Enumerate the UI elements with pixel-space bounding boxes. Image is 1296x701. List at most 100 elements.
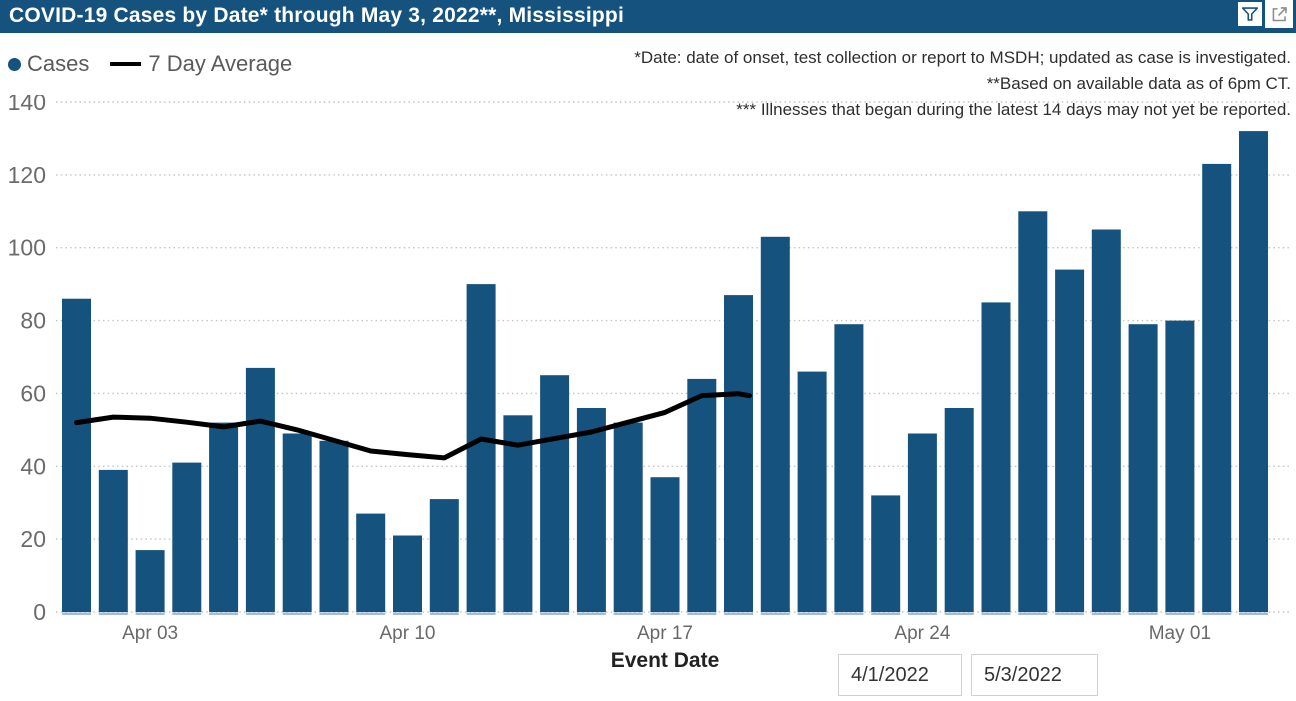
y-tick-label: 0 bbox=[33, 599, 46, 625]
seven-day-average-line[interactable] bbox=[74, 391, 752, 461]
y-tick-label: 100 bbox=[8, 235, 46, 261]
funnel-icon bbox=[1241, 7, 1259, 21]
cases-bar[interactable] bbox=[1128, 324, 1158, 612]
cases-bar[interactable] bbox=[356, 513, 386, 612]
x-axis-tick bbox=[209, 612, 239, 615]
x-axis-tick bbox=[319, 612, 349, 615]
cases-legend-marker-icon bbox=[8, 57, 21, 71]
x-axis-tick bbox=[797, 612, 827, 615]
x-axis-tick bbox=[944, 612, 974, 615]
x-axis-tick bbox=[981, 612, 1011, 615]
x-axis-tick bbox=[613, 612, 643, 615]
x-axis-tick bbox=[760, 612, 790, 615]
cases-bar[interactable] bbox=[760, 236, 790, 613]
cases-bar[interactable] bbox=[944, 408, 974, 612]
cases-bar[interactable] bbox=[834, 324, 864, 612]
x-axis-tick bbox=[429, 612, 459, 615]
end-date-input[interactable] bbox=[971, 654, 1098, 696]
footnote-14days: *** Illnesses that began during the late… bbox=[736, 100, 1291, 119]
x-tick-label: May 01 bbox=[1149, 623, 1211, 644]
x-axis-tick bbox=[907, 612, 937, 615]
cases-bar[interactable] bbox=[724, 295, 753, 612]
x-tick-label: Apr 03 bbox=[122, 623, 178, 644]
x-axis-tick bbox=[834, 612, 864, 615]
legend: Cases 7 Day Average bbox=[8, 49, 292, 79]
cases-bar[interactable] bbox=[981, 302, 1011, 612]
x-axis-tick bbox=[724, 612, 753, 615]
filter-button[interactable] bbox=[1238, 2, 1262, 26]
cases-bar[interactable] bbox=[1018, 211, 1048, 613]
avg-legend-marker-icon bbox=[110, 62, 142, 66]
y-tick-label: 40 bbox=[20, 453, 46, 479]
x-axis-tick bbox=[1018, 612, 1048, 615]
cases-bar[interactable] bbox=[1239, 131, 1268, 612]
cases-bar[interactable] bbox=[1055, 269, 1085, 612]
x-tick-label: Apr 10 bbox=[380, 623, 436, 644]
cases-bar[interactable] bbox=[429, 499, 459, 612]
x-axis-tick bbox=[687, 612, 717, 615]
page-title: COVID-19 Cases by Date* through May 3, 2… bbox=[9, 4, 624, 27]
cases-bar[interactable] bbox=[540, 375, 570, 612]
y-tick-label: 20 bbox=[20, 526, 46, 552]
cases-bar[interactable] bbox=[172, 462, 202, 612]
x-axis-tick bbox=[393, 612, 422, 615]
cases-bar[interactable] bbox=[907, 433, 937, 613]
cases-bar[interactable] bbox=[1202, 163, 1232, 612]
cases-bar[interactable] bbox=[209, 422, 239, 612]
x-axis-title: Event Date bbox=[611, 649, 720, 672]
cases-bar[interactable] bbox=[1091, 229, 1121, 613]
x-axis-tick bbox=[503, 612, 533, 615]
x-axis-tick bbox=[356, 612, 386, 615]
x-tick-label: Apr 17 bbox=[637, 623, 693, 644]
cases-bar[interactable] bbox=[1165, 320, 1195, 612]
cases-bar-chart[interactable]: 0 20 40 60 80 100 120 140 Apr 03 Apr 10 Apr 17 Apr … bbox=[0, 95, 1296, 701]
x-axis-tick bbox=[282, 612, 312, 615]
cases-bar[interactable] bbox=[319, 440, 349, 612]
start-date-input[interactable] bbox=[838, 654, 962, 696]
x-axis-tick bbox=[466, 612, 496, 615]
title-bar: COVID-19 Cases by Date* through May 3, 2… bbox=[0, 0, 1296, 33]
legend-cases-label: Cases bbox=[27, 51, 90, 76]
x-axis-tick bbox=[172, 612, 202, 615]
cases-bar[interactable] bbox=[62, 298, 91, 612]
footnote-data-asof: **Based on available data as of 6pm CT. bbox=[986, 74, 1291, 93]
x-axis-tick bbox=[650, 612, 680, 615]
x-axis-tick bbox=[1239, 612, 1268, 615]
cases-bar[interactable] bbox=[466, 284, 496, 612]
x-axis-tick bbox=[1091, 612, 1121, 615]
x-axis-tick bbox=[98, 612, 128, 615]
cases-bar[interactable] bbox=[98, 469, 128, 612]
x-axis-tick bbox=[1055, 612, 1085, 615]
cases-bar[interactable] bbox=[797, 371, 827, 612]
open-in-window-button[interactable] bbox=[1265, 0, 1293, 28]
cases-bar[interactable] bbox=[650, 477, 680, 612]
cases-bar[interactable] bbox=[613, 422, 643, 612]
cases-bar[interactable] bbox=[576, 408, 606, 612]
cases-bar[interactable] bbox=[503, 415, 533, 612]
legend-avg-label: 7 Day Average bbox=[148, 51, 293, 76]
open-in-new-window-icon bbox=[1272, 7, 1287, 22]
x-axis-tick bbox=[1202, 612, 1232, 615]
x-axis-tick bbox=[1128, 612, 1158, 615]
y-tick-label: 80 bbox=[20, 308, 46, 334]
cases-bar[interactable] bbox=[245, 367, 275, 612]
x-axis-tick bbox=[540, 612, 570, 615]
x-tick-label: Apr 24 bbox=[894, 623, 950, 644]
cases-bar[interactable] bbox=[282, 433, 312, 613]
footnote-date: *Date: date of onset, test collection or… bbox=[634, 48, 1291, 67]
x-axis-tick bbox=[62, 612, 91, 615]
y-tick-label: 120 bbox=[8, 162, 46, 188]
y-tick-label: 140 bbox=[8, 95, 46, 115]
x-axis-tick bbox=[871, 612, 901, 615]
x-axis-tick bbox=[576, 612, 606, 615]
x-axis-tick bbox=[245, 612, 275, 615]
cases-bar[interactable] bbox=[135, 550, 165, 612]
cases-bar[interactable] bbox=[687, 378, 717, 612]
x-axis-tick bbox=[135, 612, 165, 615]
cases-bar[interactable] bbox=[871, 495, 901, 612]
y-tick-label: 60 bbox=[20, 380, 46, 406]
x-axis-tick bbox=[1165, 612, 1195, 615]
cases-bar[interactable] bbox=[393, 535, 422, 613]
footnotes: *Date: date of onset, test collection or… bbox=[634, 45, 1291, 123]
